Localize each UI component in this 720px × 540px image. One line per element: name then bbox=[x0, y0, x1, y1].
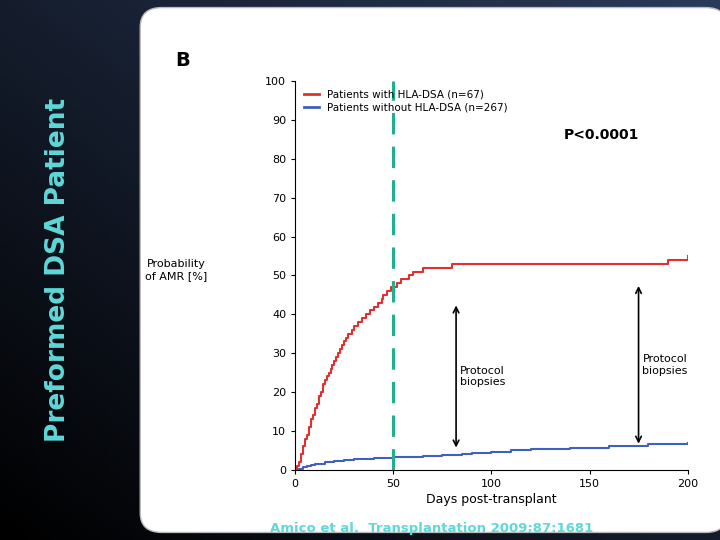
Text: Protocol
biopsies: Protocol biopsies bbox=[642, 354, 688, 376]
Text: P<0.0001: P<0.0001 bbox=[564, 129, 639, 143]
FancyBboxPatch shape bbox=[140, 8, 720, 532]
Text: Preformed DSA Patient: Preformed DSA Patient bbox=[45, 98, 71, 442]
X-axis label: Days post-transplant: Days post-transplant bbox=[426, 493, 557, 506]
Legend: Patients with HLA-DSA (n=67), Patients without HLA-DSA (n=267): Patients with HLA-DSA (n=67), Patients w… bbox=[300, 86, 511, 116]
Text: Probability
of AMR [%]: Probability of AMR [%] bbox=[145, 259, 207, 281]
Text: B: B bbox=[175, 51, 189, 70]
Text: Amico et al.  Transplantation 2009;87:1681: Amico et al. Transplantation 2009;87:168… bbox=[271, 522, 593, 535]
Text: Protocol
biopsies: Protocol biopsies bbox=[460, 366, 505, 387]
